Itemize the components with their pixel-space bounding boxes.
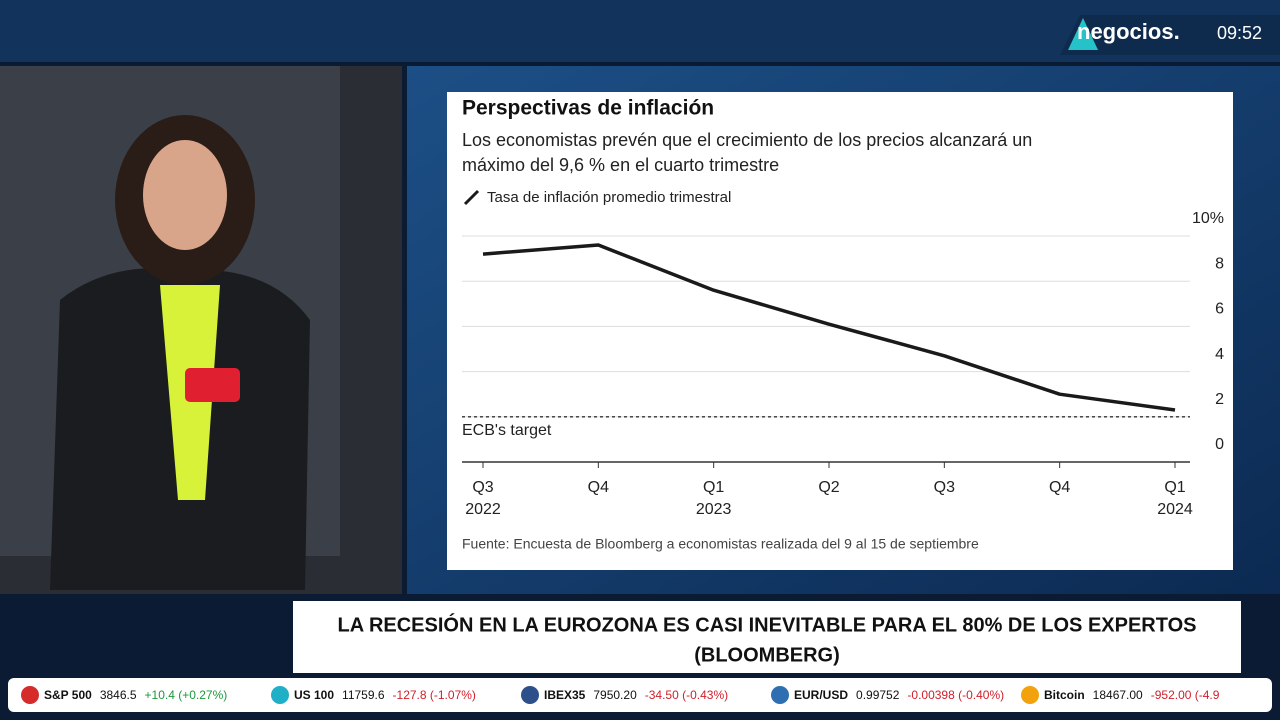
ticker-price: 11759.6 (342, 688, 385, 702)
logo: negocios. (1077, 19, 1180, 44)
clock: 09:52 (1217, 23, 1262, 43)
y-tick-label: 8 (1215, 255, 1224, 272)
ticker-price: 3846.5 (100, 688, 137, 702)
y-tick-label: 10% (1192, 210, 1224, 227)
ticker-icon (271, 686, 289, 704)
ticker-change: +10.4 (+0.27%) (145, 688, 228, 702)
x-tick-label: Q2 (818, 479, 839, 496)
legend-swatch (463, 189, 480, 206)
ticker-icon (21, 686, 39, 704)
ticker-name: Bitcoin (1044, 688, 1085, 702)
chart-source: Fuente: Encuesta de Bloomberg a economis… (462, 536, 979, 552)
ticker-bar (8, 678, 1272, 712)
ticker-change: -952.00 (-4.9 (1151, 688, 1220, 702)
headline: LA RECESIÓN EN LA EUROZONA ES CASI INEVI… (337, 612, 1196, 636)
headline-bar (293, 601, 1241, 673)
x-tick-label: Q1 2024 (1157, 479, 1193, 518)
logo-plate (1060, 15, 1280, 55)
x-tick-label: Q4 (588, 479, 609, 496)
presenter-face (143, 140, 227, 250)
x-tick-label: Q1 2023 (696, 479, 732, 518)
chart-subtitle: Los economistas prevén que el crecimient… (462, 130, 1032, 150)
ticker-icon (771, 686, 789, 704)
ticker-price: 0.99752 (856, 688, 900, 702)
phone (185, 368, 240, 402)
plot: 0 2 4 6 8 10% ECB's target Q3 2022 Q4 Q1 2023 Q2 Q3 Q4… (462, 189, 1224, 518)
ticker-name: EUR/USD (794, 688, 848, 702)
ticker-change: -34.50 (-0.43%) (645, 688, 728, 702)
ticker-price: 18467.00 (1093, 688, 1143, 702)
chart-title: Perspectivas de inflación (462, 97, 714, 120)
ticker-name: IBEX35 (544, 688, 586, 702)
logo-mark (1068, 18, 1098, 50)
ticker-name: US 100 (294, 688, 334, 702)
chart-subtitle: máximo del 9,6 % en el cuarto trimestre (462, 155, 779, 175)
series-line (482, 243, 1176, 412)
x-tick-label: Q3 (934, 479, 955, 496)
ticker-change: -127.8 (-1.07%) (393, 688, 476, 702)
ticker-name: S&P 500 (44, 688, 92, 702)
legend-label: Tasa de inflación promedio trimestral (487, 189, 731, 206)
x-tick-label: Q4 (1049, 479, 1070, 496)
ticker-price: 7950.20 (593, 688, 637, 702)
headline: (BLOOMBERG) (694, 644, 840, 666)
y-tick-label: 0 (1215, 436, 1224, 453)
chart-card (447, 92, 1233, 570)
target-label: ECB's target (462, 422, 552, 439)
ticker: S&P 500 3846.5 +10.4 (+0.27%) US 100 11759.6… (21, 686, 1220, 704)
ticker-icon (521, 686, 539, 704)
y-tick-label: 4 (1215, 346, 1224, 363)
y-tick-label: 6 (1215, 301, 1224, 318)
x-tick-label: Q3 2022 (465, 479, 501, 518)
ticker-icon (1021, 686, 1039, 704)
y-tick-label: 2 (1215, 391, 1224, 408)
ticker-change: -0.00398 (-0.40%) (907, 688, 1004, 702)
